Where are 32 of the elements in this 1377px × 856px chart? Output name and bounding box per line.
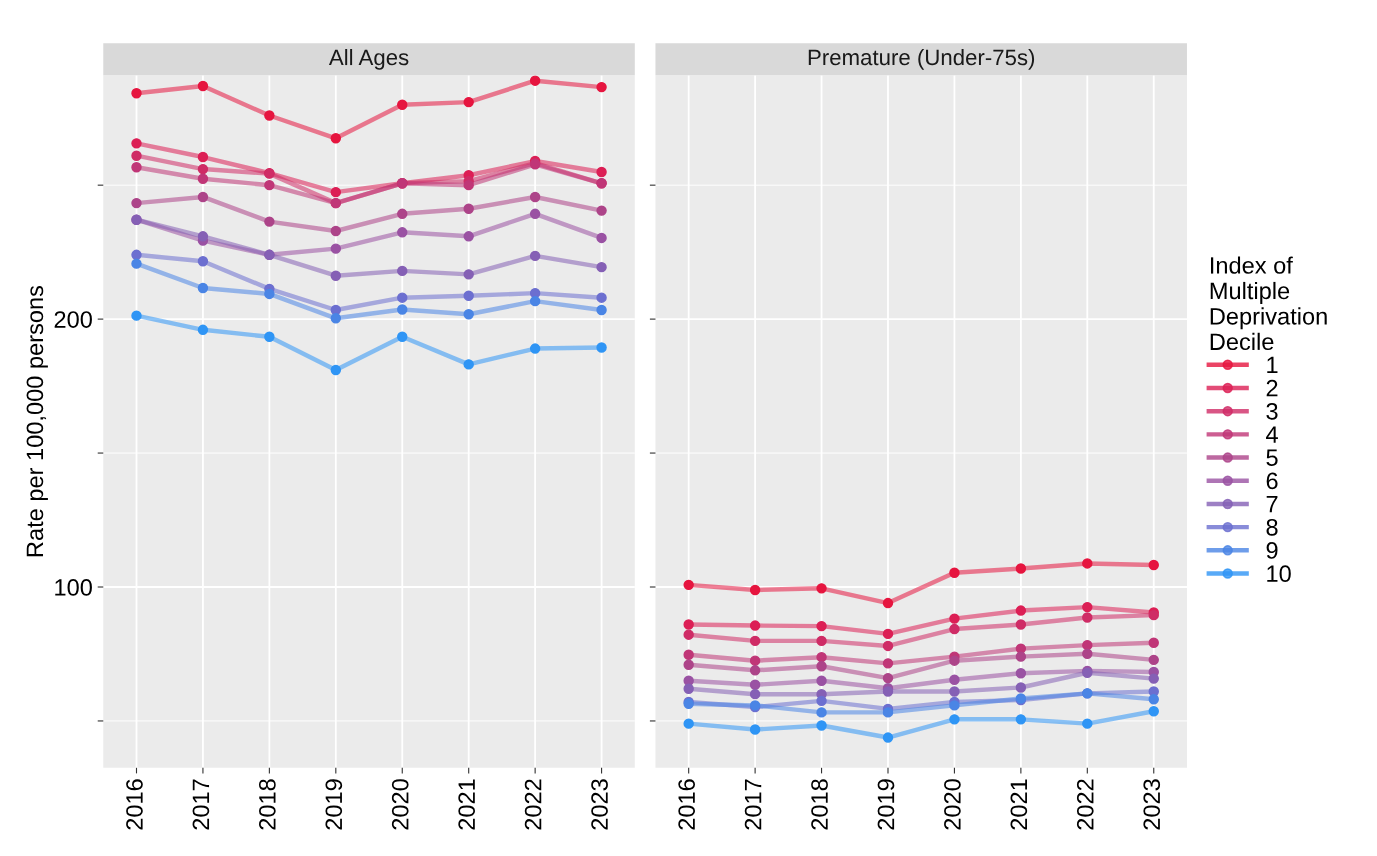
x-tick-label: 2023: [1143, 779, 1161, 830]
y-axis-title: Rate per 100,000 persons: [26, 285, 48, 557]
legend-title: Index of Multiple Deprivation Decile: [1210, 256, 1327, 351]
x-tick-label: 2020: [391, 779, 409, 830]
x-tick-label: 2017: [192, 779, 210, 830]
x-tick-label: 2018: [258, 779, 276, 830]
legend-label: 4: [1266, 426, 1278, 443]
legend-label: 2: [1266, 379, 1278, 397]
x-tick-label: 2020: [944, 779, 961, 830]
legend-label: 8: [1266, 518, 1278, 536]
legend-label: 5: [1266, 449, 1278, 467]
x-tick-label: 2016: [678, 779, 696, 830]
x-tick-label: 2016: [126, 779, 143, 830]
y-tick-label: 100: [55, 579, 92, 596]
x-tick-label: 2019: [877, 779, 895, 830]
y-tick-label: 200: [54, 311, 92, 328]
x-tick-label: 2021: [458, 779, 476, 830]
x-tick-label: 2023: [591, 779, 608, 830]
x-tick-label: 2018: [811, 779, 828, 830]
x-tick-label: 2017: [744, 779, 762, 830]
x-tick-label: 2021: [1010, 779, 1028, 830]
legend-label: 7: [1266, 495, 1278, 513]
x-tick-label: 2022: [1076, 779, 1094, 830]
legend-label: 1: [1267, 356, 1278, 374]
x-tick-label: 2022: [524, 779, 542, 830]
x-tick-label: 2019: [325, 779, 343, 830]
legend-label: 6: [1266, 472, 1278, 490]
chart-title: Premature (Under-75s): [808, 48, 1035, 70]
legend-label: 3: [1266, 402, 1278, 420]
legend-label: 10: [1267, 565, 1291, 583]
chart-title: All Ages: [328, 48, 409, 70]
legend-label: 9: [1266, 542, 1278, 559]
